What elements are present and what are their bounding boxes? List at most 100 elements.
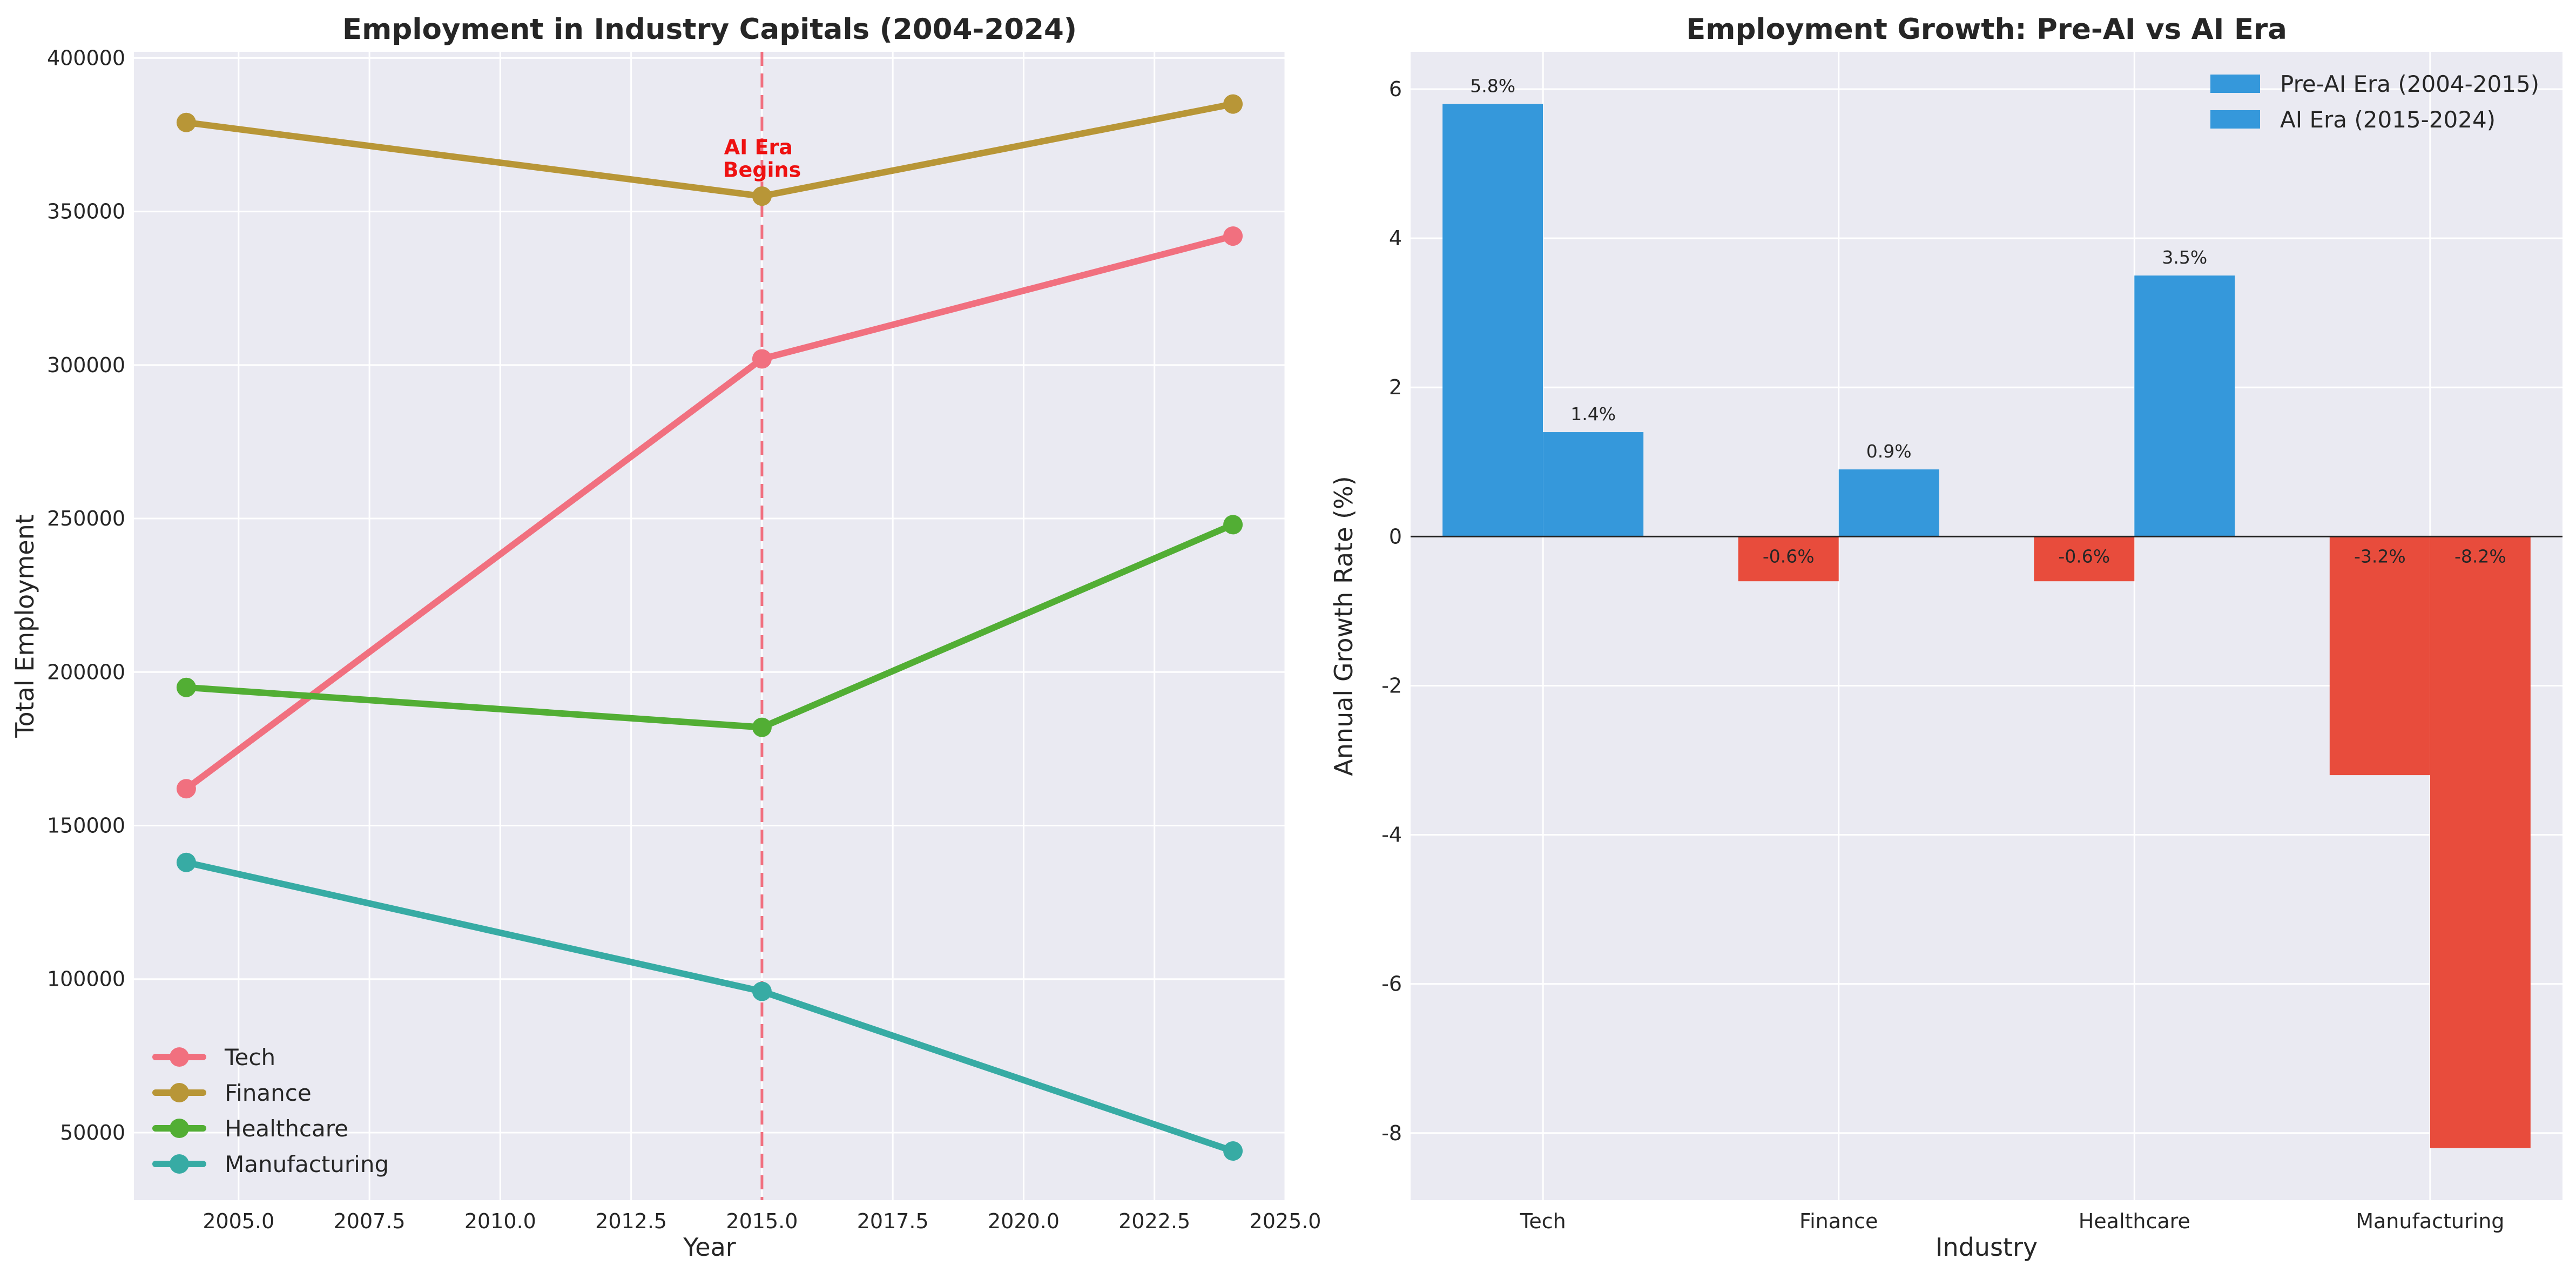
legend-label: AI Era (2015-2024) (2280, 106, 2496, 133)
legend-label: Tech (224, 1044, 275, 1071)
bar-tech-pre-ai (1442, 104, 1543, 537)
line-plot-area (134, 52, 1285, 1200)
data-point-manufacturing (176, 852, 196, 872)
bar-value-label: 3.5% (2162, 247, 2207, 268)
bar-y-tick-label: 6 (1389, 77, 1402, 101)
legend-entry-ai-era-2015-2024: AI Era (2015-2024) (2210, 106, 2496, 133)
line-chart-title: Employment in Industry Capitals (2004-20… (342, 13, 1077, 46)
bar-finance-pre-ai (1738, 536, 1839, 582)
line-x-ticks: 2005.0 2007.5 2010.0 2012.5 2015.0 2017.5 2020… (203, 1209, 1321, 1233)
legend-swatch (2210, 75, 2260, 93)
line-y-tick-label: 300000 (47, 353, 125, 377)
bar-manufacturing-pre-ai (2329, 536, 2430, 776)
bar-y-axis-label: Annual Growth Rate (%) (1329, 476, 1358, 776)
series-healthcare (176, 515, 1243, 737)
data-point-healthcare (752, 717, 772, 737)
legend-label: Pre-AI Era (2004-2015) (2280, 71, 2539, 97)
data-point-tech (1223, 226, 1243, 246)
bar-manufacturing-ai-era (2430, 536, 2531, 1148)
series-manufacturing (176, 852, 1243, 1161)
bar-y-tick-label: 2 (1389, 375, 1402, 399)
legend-label: Manufacturing (225, 1151, 389, 1177)
series-finance (176, 94, 1243, 206)
line-y-tick-label: 200000 (47, 660, 125, 684)
legend-entry-tech: Tech (152, 1044, 275, 1071)
line-y-tick-label: 100000 (47, 967, 125, 991)
line-y-tick-label: 150000 (47, 813, 125, 837)
legend-swatch-marker (170, 1119, 189, 1138)
ai-era-annotation-line-2: Begins (723, 158, 801, 182)
line-x-tick-label: 2025.0 (1250, 1209, 1321, 1233)
line-x-tick-label: 2017.5 (857, 1209, 929, 1233)
bar-tech-ai-era (1543, 432, 1644, 537)
data-point-healthcare (1223, 515, 1243, 535)
bar-healthcare-ai-era (2134, 275, 2235, 537)
bar-value-label: -8.2% (2454, 546, 2506, 567)
bar-value-label: 5.8% (1470, 76, 1515, 97)
legend-swatch-marker (170, 1047, 189, 1067)
bar-finance-ai-era (1838, 469, 1939, 537)
line-y-ticks: 50000 100000 150000 200000 250000 300000 35000… (47, 46, 125, 1145)
data-point-manufacturing (752, 981, 772, 1001)
bar-x-ticks: Tech Finance Healthcare Manufacturing (1520, 1209, 2505, 1233)
ai-era-annotation-line-1: AI Era (724, 136, 793, 159)
bar-x-tick-label: Tech (1520, 1209, 1566, 1233)
bar-value-label: -0.6% (2058, 546, 2110, 567)
series-tech (176, 226, 1243, 799)
data-point-finance (1223, 94, 1243, 114)
line-x-tick-label: 2020.0 (988, 1209, 1060, 1233)
line-legend: Tech Finance Healthcare Manufacturing (152, 1044, 389, 1177)
data-point-manufacturing (1223, 1141, 1243, 1161)
data-point-tech (752, 349, 772, 369)
line-y-tick-label: 350000 (47, 200, 125, 224)
bar-value-label: -3.2% (2354, 546, 2406, 567)
line-x-tick-label: 2007.5 (334, 1209, 406, 1233)
bar-chart-title: Employment Growth: Pre-AI vs AI Era (1686, 13, 2287, 46)
line-x-tick-label: 2022.5 (1118, 1209, 1190, 1233)
bar-chart: -8 -6 -4 -2 0 2 4 6 5.8% -0.6% -0.6% -3.2% 1.4% 0.9%… (1329, 13, 2562, 1262)
bar-series-ai-era-2015-2024: 1.4% 0.9% 3.5% -8.2% (1543, 247, 2531, 1148)
line-x-tick-label: 2012.5 (595, 1209, 667, 1233)
bar-y-tick-label: 4 (1389, 226, 1402, 250)
line-y-tick-label: 250000 (47, 507, 125, 530)
line-gridlines (134, 52, 1286, 1200)
legend-swatch-marker (170, 1154, 189, 1174)
data-point-tech (176, 779, 196, 799)
bar-y-tick-label: -6 (1381, 972, 1402, 996)
bar-value-label: 0.9% (1866, 441, 1912, 462)
legend-entry-finance: Finance (152, 1080, 312, 1106)
data-point-finance (752, 186, 772, 206)
line-x-tick-label: 2005.0 (203, 1209, 274, 1233)
data-point-finance (176, 112, 196, 132)
bar-y-tick-label: 0 (1389, 524, 1402, 548)
line-x-axis-label: Year (683, 1233, 736, 1262)
bar-x-tick-label: Finance (1799, 1209, 1878, 1233)
bar-y-tick-label: -2 (1381, 674, 1402, 697)
legend-entry-pre-ai-era-2004-2015: Pre-AI Era (2004-2015) (2210, 71, 2539, 97)
line-chart: 2005.0 2007.5 2010.0 2012.5 2015.0 2017.5 2020… (10, 13, 1321, 1262)
data-point-healthcare (176, 677, 196, 697)
bar-y-ticks: -8 -6 -4 -2 0 2 4 6 (1381, 77, 1402, 1145)
line-y-tick-label: 50000 (60, 1121, 125, 1145)
legend-swatch-marker (170, 1083, 189, 1102)
bar-value-label: -0.6% (1763, 546, 1815, 567)
bar-healthcare-pre-ai (2034, 536, 2135, 582)
line-x-tick-label: 2015.0 (726, 1209, 798, 1233)
bar-value-label: 1.4% (1570, 403, 1616, 425)
bar-y-tick-label: -8 (1381, 1121, 1402, 1145)
bar-y-tick-label: -4 (1381, 823, 1402, 847)
bar-series-pre-ai-era-2004-2015: 5.8% -0.6% -0.6% -3.2% (1442, 76, 2430, 776)
legend-swatch (2210, 110, 2260, 129)
bar-legend: Pre-AI Era (2004-2015) AI Era (2015-2024) (2210, 71, 2539, 133)
legend-entry-healthcare: Healthcare (152, 1115, 348, 1142)
bar-x-tick-label: Healthcare (2079, 1209, 2190, 1233)
legend-label: Finance (225, 1080, 312, 1106)
line-x-tick-label: 2010.0 (464, 1209, 536, 1233)
ai-era-annotation: AI Era Begins (723, 136, 801, 182)
bar-group: 5.8% -0.6% -0.6% -3.2% 1.4% 0.9% 3.5% -8.2% (1442, 76, 2531, 1148)
line-y-axis-label: Total Employment (10, 514, 39, 738)
legend-label: Healthcare (225, 1115, 348, 1142)
bar-x-tick-label: Manufacturing (2356, 1209, 2504, 1233)
legend-entry-manufacturing: Manufacturing (152, 1151, 389, 1177)
